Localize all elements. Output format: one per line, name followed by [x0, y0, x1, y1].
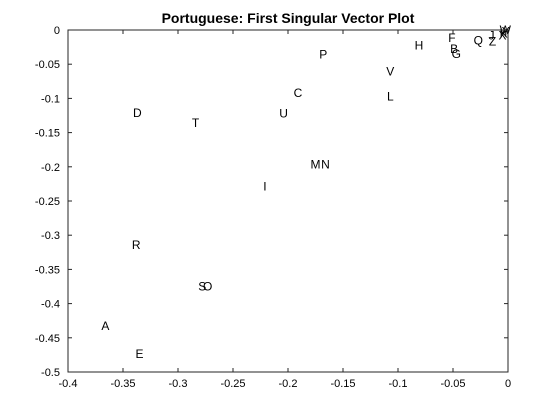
- data-point-label: N: [321, 158, 330, 172]
- y-tick-label: -0.05: [35, 59, 60, 71]
- y-axis: 0 -0.05 -0.1 -0.15 -0.2 -0.25 -0.3 -0.35 -0.4 -0.…: [35, 25, 508, 379]
- y-tick-label: -0.3: [41, 230, 60, 242]
- x-tick-label: -0.25: [220, 378, 245, 390]
- data-point-label: Q: [474, 33, 483, 47]
- data-point-label: I: [263, 180, 266, 194]
- data-point-label: T: [192, 116, 200, 130]
- x-tick-label: -0.3: [169, 378, 188, 390]
- x-tick-label: -0.2: [279, 378, 298, 390]
- data-point-label: R: [132, 238, 141, 252]
- data-point-label: Z: [489, 35, 496, 49]
- x-tick-label: -0.35: [110, 378, 135, 390]
- data-point-label: L: [387, 89, 394, 103]
- data-point-label: A: [101, 319, 109, 333]
- data-point-label: S: [198, 280, 206, 294]
- data-point-label: H: [415, 39, 424, 53]
- data-point-label: G: [452, 47, 461, 61]
- y-tick-label: -0.1: [41, 93, 60, 105]
- data-point-label: F: [448, 31, 455, 45]
- data-point-label: C: [294, 86, 303, 100]
- y-tick-label: -0.5: [41, 367, 60, 379]
- y-tick-label: -0.15: [35, 128, 60, 140]
- y-tick-label: -0.45: [35, 333, 60, 345]
- y-tick-label: -0.35: [35, 264, 60, 276]
- data-point-label: P: [319, 48, 327, 62]
- x-tick-label: -0.1: [389, 378, 408, 390]
- x-tick-label: -0.4: [59, 378, 78, 390]
- y-tick-label: -0.2: [41, 162, 60, 174]
- plot-area: [68, 30, 508, 372]
- y-tick-label: -0.25: [35, 196, 60, 208]
- data-point-label: E: [135, 347, 143, 361]
- y-tick-label: -0.4: [41, 299, 60, 311]
- data-point-label: V: [386, 65, 394, 79]
- x-tick-label: -0.15: [330, 378, 355, 390]
- data-point-label: K: [500, 26, 508, 40]
- data-point-label: U: [279, 106, 288, 120]
- chart-title: Portuguese: First Singular Vector Plot: [162, 10, 415, 26]
- x-tick-label: 0: [505, 378, 511, 390]
- x-axis: -0.4 -0.35 -0.3 -0.25 -0.2 -0.15 -0.1 -0.05 0: [59, 30, 511, 390]
- x-tick-label: -0.05: [440, 378, 465, 390]
- y-tick-label: 0: [54, 25, 60, 37]
- data-point-label: Y: [502, 24, 510, 38]
- data-point-label: X: [498, 28, 506, 42]
- data-point-label: M: [311, 158, 321, 172]
- data-point-label: O: [203, 280, 212, 294]
- data-point-label: D: [133, 106, 142, 120]
- data-point-label: B: [450, 42, 458, 56]
- axes-box: [67, 29, 509, 373]
- data-point-label: J: [489, 28, 495, 42]
